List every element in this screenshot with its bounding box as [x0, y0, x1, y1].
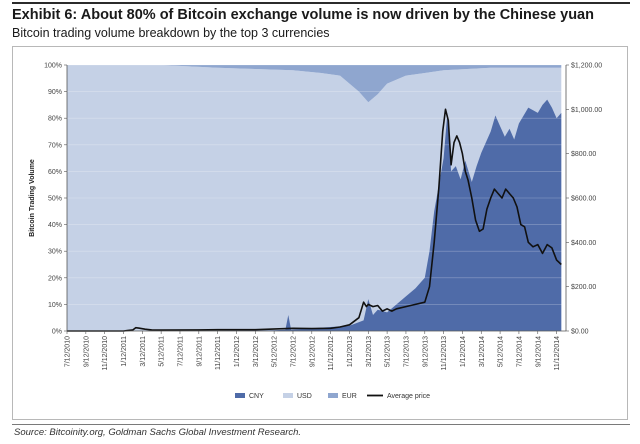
y-left-tick-label: 70%	[48, 142, 62, 149]
y-left-tick-label: 50%	[48, 196, 62, 203]
source-note: Source: Bitcoinity.org, Goldman Sachs Gl…	[14, 427, 302, 438]
y-right-tick-label: $1,200.00	[571, 63, 602, 70]
x-tick-label: 5/12/2011	[159, 336, 166, 367]
x-tick-label: 11/12/2014	[554, 336, 561, 371]
x-tick-label: 7/12/2013	[403, 336, 410, 367]
y-left-tick-label: 20%	[48, 275, 62, 282]
x-tick-label: 3/12/2011	[140, 336, 147, 367]
x-tick-label: 9/12/2011	[196, 336, 203, 367]
y-right-tick-label: $600.00	[571, 196, 596, 203]
x-tick-label: 5/12/2013	[385, 336, 392, 367]
legend-swatch	[283, 393, 293, 398]
legend-label: CNY	[249, 393, 264, 400]
volume-chart: 7/12/2010 9/12/2010 11/12/2010 1/12/2011 3/1…	[29, 63, 602, 401]
source-rule	[12, 424, 630, 425]
legend-swatch	[235, 393, 245, 398]
legend: CNY USD EUR Average price	[235, 393, 430, 400]
price-line-group	[67, 108, 562, 332]
stacked-areas	[67, 65, 566, 331]
average-price-line	[67, 108, 562, 332]
y-right-tick-label: $800.00	[571, 151, 596, 158]
x-tick-label: 7/12/2011	[177, 336, 184, 367]
legend-swatch	[328, 393, 338, 398]
x-tick-label: 7/12/2014	[516, 336, 523, 367]
legend-label: USD	[297, 393, 312, 400]
y-right-ticks: $0.00 $200.00 $400.00 $600.00 $800.00 $1,000.…	[566, 63, 602, 336]
y-left-ticks: 0% 10% 20% 30% 40% 50% 60% 70% 80% 90% 100% Bitcoin…	[29, 63, 67, 336]
y-left-tick-label: 100%	[44, 63, 62, 70]
x-tick-label: 9/12/2012	[309, 336, 316, 367]
y-right-tick-label: $1,000.00	[571, 107, 602, 114]
x-tick-label: 1/12/2012	[234, 336, 241, 367]
x-tick-label: 11/12/2012	[328, 336, 335, 371]
x-tick-label: 9/12/2014	[535, 336, 542, 367]
y-right-tick-label: $400.00	[571, 240, 596, 247]
y-right-tick-label: $0.00	[571, 329, 589, 336]
x-tick-label: 11/12/2010	[102, 336, 109, 371]
page-subtitle: Bitcoin trading volume breakdown by the …	[12, 26, 330, 40]
chart-frame: 7/12/2010 9/12/2010 11/12/2010 1/12/2011 3/1…	[12, 46, 628, 420]
x-tick-label: 7/12/2010	[65, 336, 72, 367]
x-tick-label: 5/12/2014	[498, 336, 505, 367]
page-title: Exhibit 6: About 80% of Bitcoin exchange…	[12, 7, 594, 23]
y-left-tick-label: 90%	[48, 89, 62, 96]
x-tick-label: 1/12/2013	[347, 336, 354, 367]
y-left-tick-label: 30%	[48, 249, 62, 256]
x-tick-label: 11/12/2011	[215, 336, 222, 370]
x-tick-label: 3/12/2012	[253, 336, 260, 367]
x-tick-label: 9/12/2013	[422, 336, 429, 367]
cny-area	[67, 99, 562, 331]
y-axis-title: Bitcoin Trading Volume	[29, 159, 36, 237]
y-right-tick-label: $200.00	[571, 284, 596, 291]
y-left-tick-label: 80%	[48, 116, 62, 123]
x-tick-label: 5/12/2012	[272, 336, 279, 367]
x-tick-label: 7/12/2012	[290, 336, 297, 367]
y-left-tick-label: 10%	[48, 302, 62, 309]
x-tick-label: 3/12/2014	[479, 336, 486, 367]
x-tick-label: 11/12/2013	[441, 336, 448, 371]
y-left-tick-label: 60%	[48, 169, 62, 176]
x-axis-ticks: 7/12/2010 9/12/2010 11/12/2010 1/12/2011 3/1…	[65, 331, 561, 371]
x-tick-label: 1/12/2011	[121, 336, 128, 367]
top-rule	[12, 2, 630, 4]
legend-label: EUR	[342, 393, 357, 400]
x-tick-label: 9/12/2010	[83, 336, 90, 367]
y-left-tick-label: 0%	[52, 329, 62, 336]
y-left-tick-label: 40%	[48, 222, 62, 229]
x-tick-label: 1/12/2014	[460, 336, 467, 367]
x-tick-label: 3/12/2013	[366, 336, 373, 367]
legend-label: Average price	[387, 393, 430, 400]
